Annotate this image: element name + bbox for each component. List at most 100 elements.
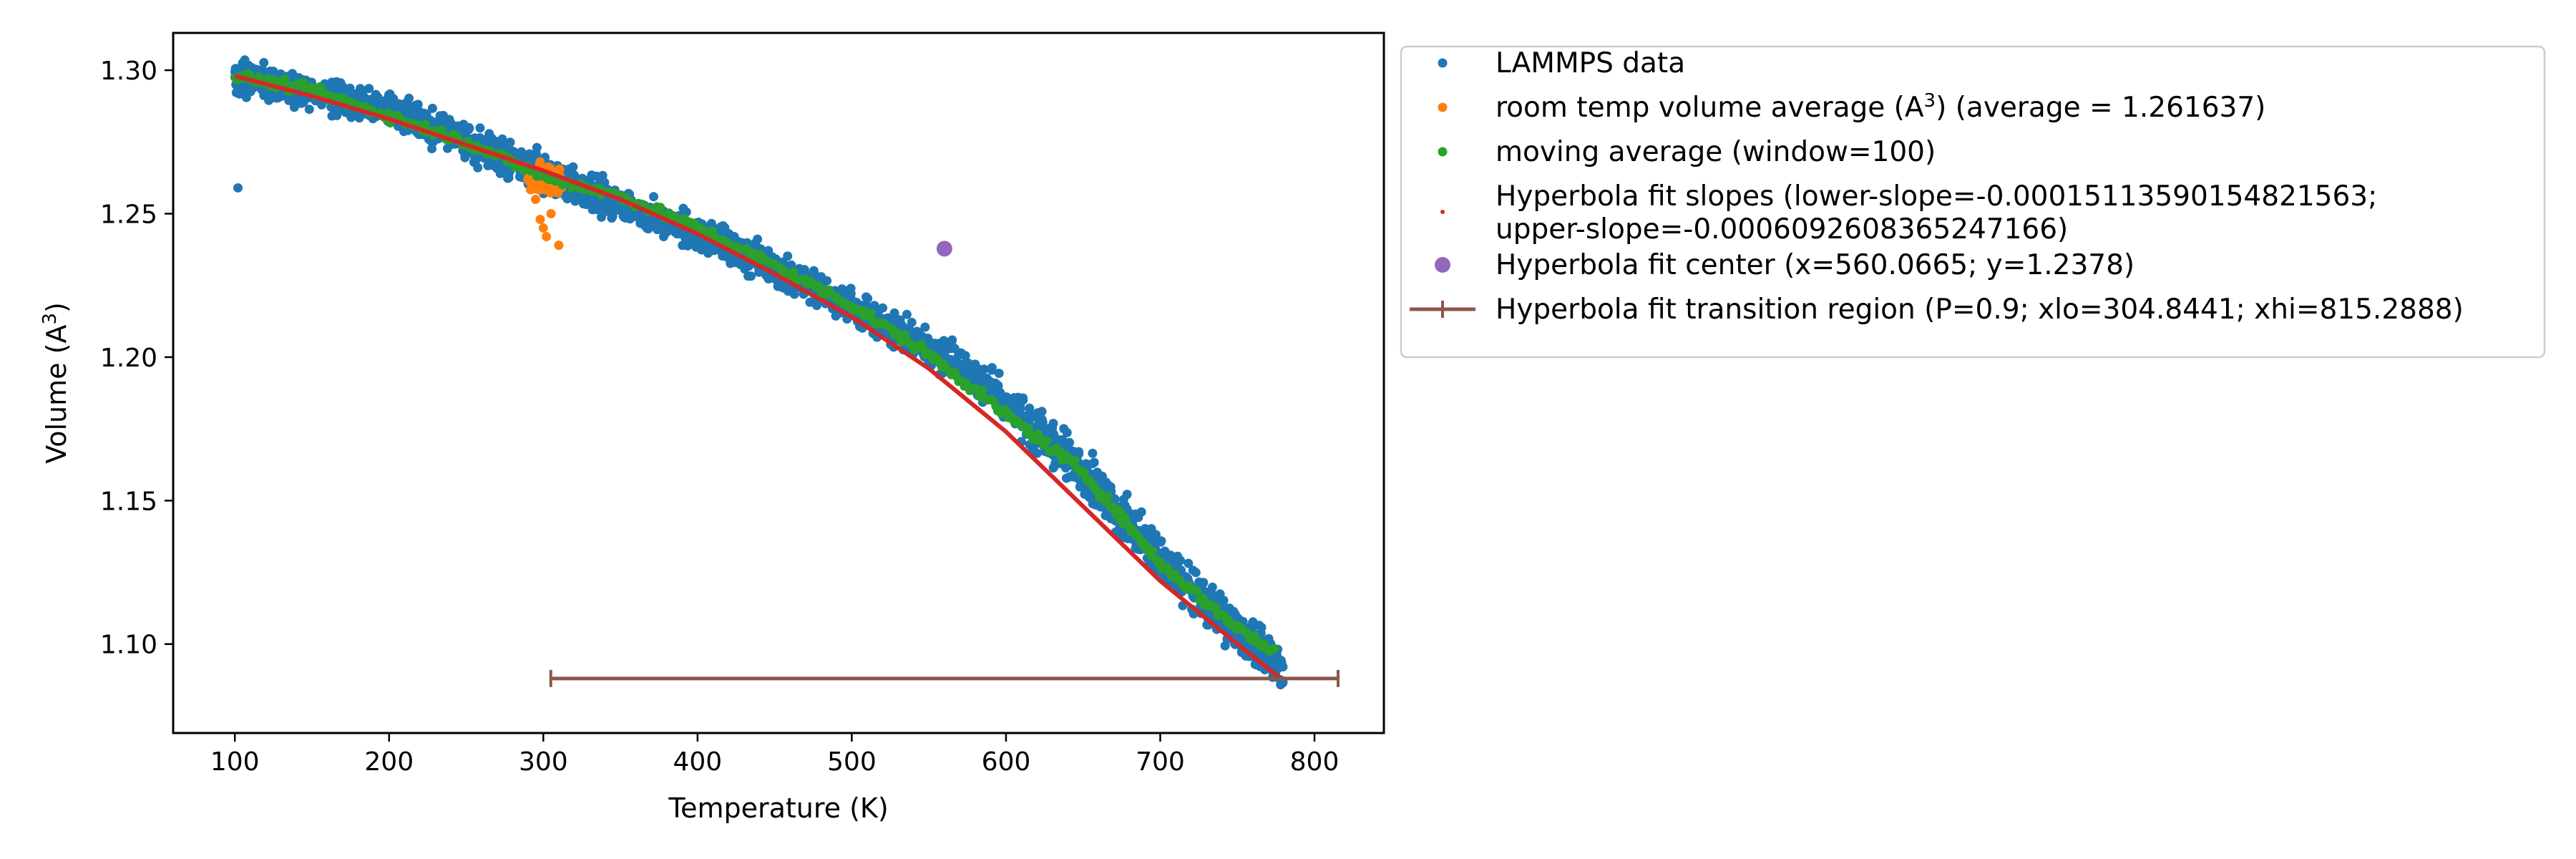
legend-label: upper-slope=-0.0006092608365247166) <box>1496 213 2068 246</box>
moving-average-point <box>1270 644 1279 653</box>
lammps-outlier-point <box>233 183 243 193</box>
y-tick-label: 1.20 <box>100 344 157 373</box>
lammps-point <box>1030 412 1040 422</box>
lammps-point <box>950 344 960 354</box>
legend: LAMMPS data room temp volume average (A3​… <box>1400 45 2546 359</box>
lammps-point <box>1257 623 1267 632</box>
lammps-point <box>289 102 299 112</box>
y-axis-label: Volume (A3​) <box>39 302 72 464</box>
hyperbola-fit-line <box>234 74 1282 681</box>
legend-label: moving average (window=100) <box>1496 136 1936 168</box>
moving-average-point <box>867 309 876 318</box>
lammps-point <box>1230 610 1240 619</box>
lammps-point <box>600 178 610 188</box>
x-tick-label: 200 <box>364 747 414 777</box>
lammps-point <box>1002 396 1012 406</box>
lammps-point <box>240 55 250 65</box>
lammps-point <box>353 89 362 98</box>
lammps-point <box>960 359 970 369</box>
lammps-point <box>718 221 728 230</box>
lammps-point <box>783 251 793 261</box>
lammps-point <box>257 85 267 95</box>
lammps-point <box>597 212 606 222</box>
lammps-point <box>1063 440 1073 450</box>
lammps-point <box>378 97 388 107</box>
lammps-point <box>231 87 241 97</box>
lammps-point <box>564 164 574 174</box>
room-temp-point <box>535 215 545 225</box>
lammps-point <box>304 105 314 115</box>
lammps-point <box>1089 457 1099 467</box>
lammps-point <box>607 213 617 223</box>
legend-marker <box>1435 257 1450 273</box>
lammps-point <box>735 257 745 267</box>
x-tick-label: 700 <box>1136 747 1185 777</box>
lammps-point <box>317 100 327 110</box>
x-tick-label: 600 <box>982 747 1031 777</box>
x-tick-label: 800 <box>1290 747 1340 777</box>
lammps-point <box>746 271 756 281</box>
moving-average-point <box>421 120 430 129</box>
lammps-point <box>413 100 423 110</box>
legend-marker <box>1440 210 1445 214</box>
lammps-point <box>346 108 356 118</box>
lammps-point <box>763 274 774 283</box>
lammps-point <box>1269 661 1279 671</box>
y-tick-label: 1.10 <box>100 631 157 660</box>
moving-average-point <box>1148 546 1158 555</box>
lammps-point <box>464 123 474 133</box>
y-tick-label: 1.15 <box>100 487 157 516</box>
axes: 100 200 300 400 500 600 700 800 1.10 1.15 1.20 1.25… <box>100 57 1340 777</box>
legend-label: Hyperbola fit slopes (lower-slope=-0.000… <box>1496 180 2377 213</box>
lammps-point <box>920 322 930 332</box>
x-tick-label: 300 <box>519 747 568 777</box>
lammps-point <box>1062 427 1072 437</box>
lammps-point <box>1053 435 1063 445</box>
lammps-point <box>643 215 653 225</box>
lammps-point <box>371 89 381 100</box>
lammps-point <box>914 327 924 337</box>
hyperbola-center-point <box>936 241 952 257</box>
lammps-point <box>266 93 276 103</box>
moving-average-point <box>1104 492 1113 501</box>
lammps-point <box>678 203 688 213</box>
legend-label: Hyperbola fit center (x=560.0665; y=1.23… <box>1496 249 2135 281</box>
lammps-point <box>1088 448 1098 458</box>
lammps-point <box>987 363 997 373</box>
legend-marker <box>1438 102 1448 112</box>
x-tick-label: 400 <box>673 747 722 777</box>
lammps-point <box>661 223 671 233</box>
legend-marker <box>1438 147 1448 157</box>
moving-average-point <box>978 385 987 394</box>
lammps-point <box>809 266 819 276</box>
lammps-point <box>990 378 1000 388</box>
lammps-point <box>939 344 949 354</box>
lammps-point <box>451 122 461 132</box>
lammps-point <box>338 82 348 92</box>
lammps-point <box>1035 421 1045 431</box>
room-temp-point <box>538 223 548 233</box>
lammps-point <box>1161 553 1171 563</box>
moving-average-point <box>1250 631 1259 640</box>
lammps-point <box>831 311 841 321</box>
lammps-point <box>259 58 269 67</box>
lammps-point <box>475 123 485 133</box>
lammps-point <box>1088 499 1098 509</box>
lammps-point <box>977 374 987 384</box>
room-temp-point <box>531 194 541 204</box>
lammps-point <box>1277 678 1287 688</box>
plot-frame <box>172 31 1385 734</box>
lammps-point <box>695 239 705 249</box>
room-temp-point <box>554 241 564 251</box>
lammps-point <box>1207 582 1217 592</box>
lammps-point <box>1247 618 1257 629</box>
x-axis-label: Temperature (K) <box>668 792 888 824</box>
lammps-point <box>1184 558 1194 568</box>
lammps-point <box>799 265 809 275</box>
lammps-point <box>345 83 355 93</box>
lammps-point <box>960 351 970 361</box>
lammps-point <box>438 115 448 125</box>
room-temp-point <box>542 232 552 242</box>
lammps-point <box>354 111 364 121</box>
